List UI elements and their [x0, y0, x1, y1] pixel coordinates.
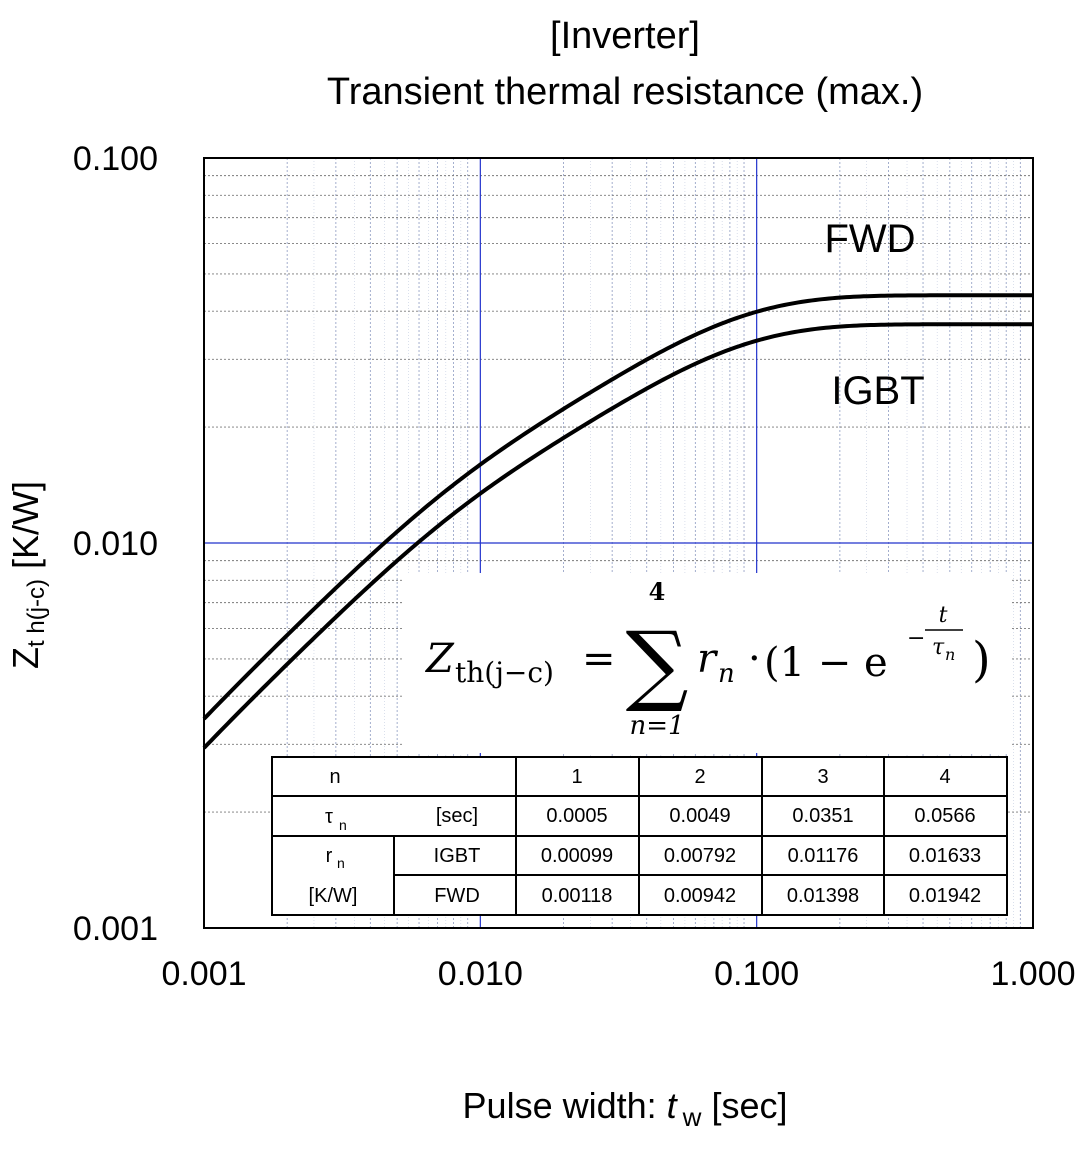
formula-lhs-var: Z: [424, 636, 455, 682]
formula-open: (1 − e: [764, 640, 888, 686]
table-tau-4: 0.0566: [914, 805, 975, 827]
y-tick-label: 0.010: [73, 525, 158, 563]
chart-subtitle: Transient thermal resistance (max.): [327, 71, 923, 113]
table-tau-label: τ: [325, 806, 333, 828]
y-axis-label-var: Z: [5, 647, 46, 669]
series-line-igbt: [202, 322, 1033, 750]
series-label-fwd: FWD: [824, 217, 915, 261]
formula-lhs-sub: th(j−c): [455, 656, 554, 689]
x-axis-label-unit: [sec]: [701, 1085, 787, 1126]
table-header-2: 2: [694, 766, 705, 788]
table-igbt-4: 0.01633: [909, 845, 981, 867]
y-axis-label-unit: [K/W]: [5, 481, 46, 579]
table-fwd-1: 0.00118: [542, 885, 613, 907]
formula-exp-den-var: τ: [932, 635, 945, 660]
table-tau-2: 0.0049: [669, 805, 730, 827]
table-igbt-3: 0.01176: [788, 845, 859, 867]
series-line-fwd: [202, 293, 1033, 721]
table-fwd-label: FWD: [434, 885, 480, 907]
y-tick-label: 0.001: [73, 910, 158, 948]
table-r-unit: [K/W]: [309, 885, 358, 907]
y-axis-label: Zt h(j-c) [K/W]: [5, 481, 50, 669]
series-curves: [202, 293, 1033, 750]
formula-exp-minus: −: [907, 626, 925, 651]
x-axis-label-sub: w: [682, 1102, 702, 1132]
table-fwd-2: 0.00942: [664, 885, 736, 907]
x-tick-label: 0.100: [714, 955, 799, 993]
x-axis-label-var: t: [667, 1085, 679, 1126]
table-tau-label-sub: n: [339, 817, 347, 833]
table-fwd-4: 0.01942: [909, 885, 981, 907]
table-igbt-label: IGBT: [434, 845, 481, 867]
formula-box: Z th(j−c) = 4 ∑ n=1 r n · (1 − e − t τ n…: [402, 573, 1012, 753]
table-igbt-1: 0.00099: [541, 845, 613, 867]
formula-sum-lower: n=1: [629, 711, 684, 741]
chart-title: [Inverter]: [550, 15, 700, 57]
series-label-igbt: IGBT: [831, 369, 924, 413]
x-axis-label-text: Pulse width:: [463, 1085, 667, 1126]
plot-frame: [203, 157, 1034, 929]
formula-equals: =: [582, 636, 616, 682]
table-tau-3: 0.0351: [792, 805, 853, 827]
table-header-1: 1: [571, 766, 582, 788]
formula-close: ): [972, 632, 991, 688]
table-tau-unit: [sec]: [436, 805, 478, 827]
formula-sum-symbol: ∑: [626, 612, 689, 715]
table-r-label-sub: n: [337, 855, 345, 871]
formula-exp-den-sub: n: [945, 645, 955, 664]
x-tick-labels: 0.001 0.010 0.100 1.000: [161, 955, 1075, 993]
table-header-n: n: [329, 766, 340, 788]
parameter-table: n 1 2 3 4 τ n [sec] 0.0005 0.0049 0.0351…: [271, 756, 1008, 916]
y-tick-label: 0.100: [73, 140, 158, 178]
x-tick-label: 0.010: [438, 955, 523, 993]
y-tick-labels: 0.001 0.010 0.100: [73, 140, 158, 948]
formula-term-sub: n: [718, 659, 735, 689]
table-tau-1: 0.0005: [546, 805, 607, 827]
table-fwd-3: 0.01398: [787, 885, 859, 907]
formula-dot: ·: [748, 636, 761, 682]
x-tick-label: 1.000: [990, 955, 1075, 993]
formula-term: r: [697, 636, 719, 682]
y-axis-label-sub: t h(j-c): [23, 579, 50, 647]
table-r-label: r: [326, 845, 333, 867]
formula-sum-upper: 4: [649, 577, 666, 606]
table-header-3: 3: [817, 766, 828, 788]
table-header-4: 4: [939, 766, 950, 788]
x-tick-label: 0.001: [161, 955, 246, 993]
table-igbt-2: 0.00792: [664, 845, 736, 867]
formula-exp-num: t: [939, 603, 948, 628]
